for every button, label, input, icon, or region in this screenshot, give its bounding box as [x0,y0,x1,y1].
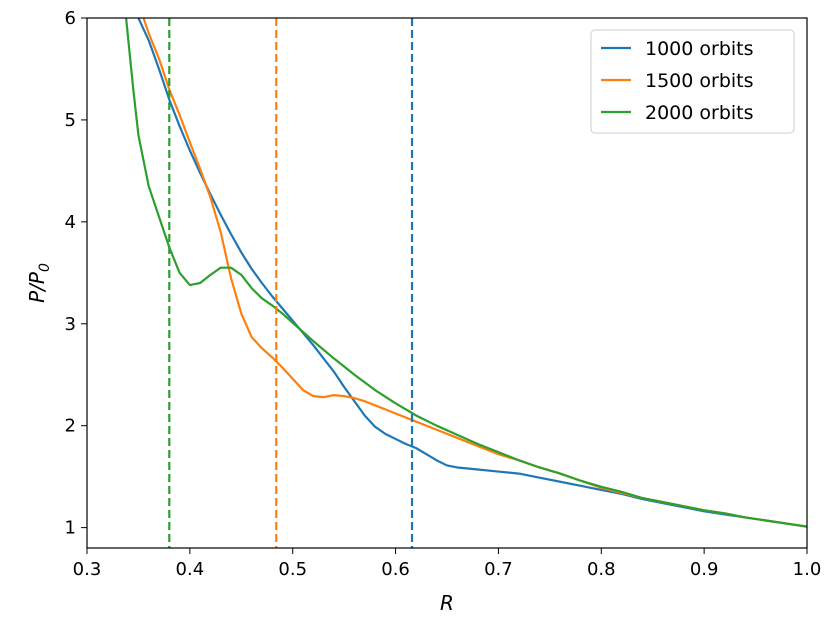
y-tick-label: 5 [65,110,76,131]
plot-frame [86,17,808,549]
x-axis-label: R [440,591,454,615]
x-tick-label: 0.4 [176,559,205,580]
y-tick-label: 4 [65,212,76,233]
y-tick-label: 3 [65,314,76,335]
y-axis-label-main: P/P [25,271,49,303]
series-line-3 [124,18,807,528]
x-tick-label: 0.3 [73,559,102,580]
legend-box [590,29,795,134]
x-tick-label: 0.7 [484,559,513,580]
y-tick-label: 6 [65,8,76,29]
x-tick-label: 0.8 [587,559,616,580]
x-tick-label: 1.0 [793,559,822,580]
x-axis: 0.3 0.4 0.5 0.6 0.7 0.8 0.9 1.0 [73,548,822,580]
legend-label-2: 1500 orbits [645,70,754,92]
y-axis-label: P/P0 [25,263,53,303]
legend: 1000 orbits 1500 orbits 2000 orbits [590,29,795,134]
x-tick-label: 0.5 [278,559,307,580]
x-tick-label: 0.6 [381,559,410,580]
legend-label-1: 1000 orbits [645,38,754,60]
y-axis-label-subscript: 0 [37,263,53,272]
y-axis: 1 2 3 4 5 6 [65,8,87,539]
y-tick-label: 1 [65,518,76,539]
plot-content [124,18,807,548]
x-tick-label: 0.9 [690,559,719,580]
y-tick-label: 2 [65,416,76,437]
legend-label-3: 2000 orbits [645,102,754,124]
